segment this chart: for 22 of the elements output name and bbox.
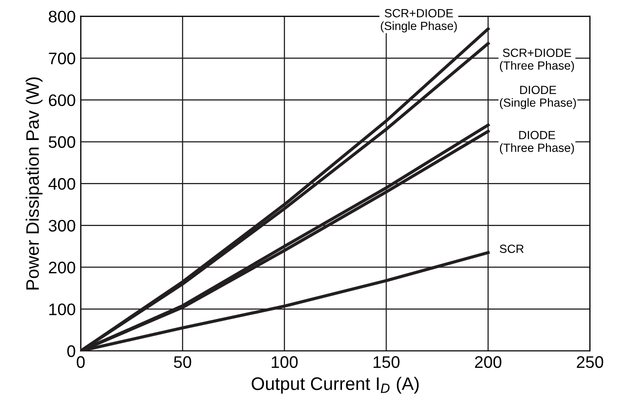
y-tick-label: 600	[48, 94, 76, 106]
y-tick-label: 400	[48, 178, 76, 190]
x-tick-label: 50	[174, 356, 192, 368]
y-tick-label: 700	[48, 52, 76, 64]
y-tick-label: 100	[49, 303, 76, 316]
y-tick-label: 0	[67, 345, 76, 358]
x-tick-label: 100	[272, 356, 298, 368]
series-label: SCR	[500, 244, 524, 253]
y-tick-label: 200	[48, 262, 76, 274]
x-tick-label: 150	[374, 356, 400, 368]
y-tick-label: 800	[48, 10, 76, 23]
x-axis-title: Output Current I$_{D}$ (A)	[252, 376, 419, 394]
series-label: SCR+DIODE (Three Phase)	[500, 48, 574, 72]
x-tick-label: 250	[576, 356, 604, 368]
x-tick-label: 200	[475, 356, 502, 368]
x-tick-label: 0	[76, 356, 85, 368]
y-tick-label: 500	[48, 136, 76, 148]
series-label: DIODE (Single Phase)	[500, 86, 576, 110]
y-axis-title: Power Dissipation Pav (W)	[26, 77, 43, 290]
y-tick-label: 300	[48, 220, 76, 232]
series-label: SCR+DIODE (Single Phase)	[380, 8, 457, 32]
series-label: DIODE (Three Phase)	[500, 130, 574, 154]
